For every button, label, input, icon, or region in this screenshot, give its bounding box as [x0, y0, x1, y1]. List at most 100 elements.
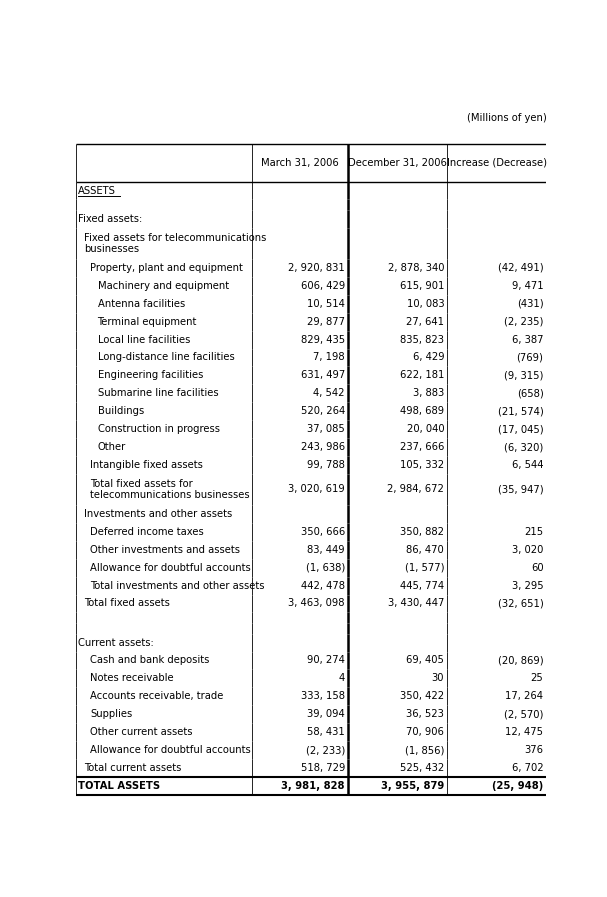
- Text: Terminal equipment: Terminal equipment: [98, 317, 197, 327]
- Text: (1, 577): (1, 577): [405, 562, 444, 572]
- Text: Property, plant and equipment: Property, plant and equipment: [90, 263, 243, 273]
- Text: 615, 901: 615, 901: [400, 281, 444, 291]
- Text: (42, 491): (42, 491): [498, 263, 543, 273]
- Text: 376: 376: [524, 745, 543, 755]
- Text: 442, 478: 442, 478: [301, 580, 345, 590]
- Text: (17, 045): (17, 045): [498, 424, 543, 434]
- Text: Allowance for doubtful accounts: Allowance for doubtful accounts: [90, 745, 251, 755]
- Text: 70, 906: 70, 906: [406, 727, 444, 737]
- Text: (1, 638): (1, 638): [306, 562, 345, 572]
- Text: 237, 666: 237, 666: [400, 442, 444, 452]
- Text: ASSETS: ASSETS: [78, 186, 116, 196]
- Text: (20, 869): (20, 869): [498, 656, 543, 666]
- Text: 333, 158: 333, 158: [301, 692, 345, 701]
- Text: 4: 4: [339, 674, 345, 684]
- Text: 350, 666: 350, 666: [300, 527, 345, 536]
- Text: 3, 020: 3, 020: [512, 544, 543, 554]
- Text: Antenna facilities: Antenna facilities: [98, 299, 185, 309]
- Text: Allowance for doubtful accounts: Allowance for doubtful accounts: [90, 562, 251, 572]
- Text: 215: 215: [524, 527, 543, 536]
- Text: (21, 574): (21, 574): [498, 406, 543, 416]
- Text: Other current assets: Other current assets: [90, 727, 192, 737]
- Text: (658): (658): [517, 388, 543, 398]
- Text: Total fixed assets for: Total fixed assets for: [90, 479, 193, 489]
- Text: (1, 856): (1, 856): [405, 745, 444, 755]
- Text: Fixed assets for telecommunications: Fixed assets for telecommunications: [84, 233, 266, 243]
- Text: 30: 30: [432, 674, 444, 684]
- Text: Buildings: Buildings: [98, 406, 144, 416]
- Text: 350, 882: 350, 882: [400, 527, 444, 536]
- Text: 37, 085: 37, 085: [307, 424, 345, 434]
- Text: 86, 470: 86, 470: [407, 544, 444, 554]
- Text: 36, 523: 36, 523: [406, 710, 444, 719]
- Text: 622, 181: 622, 181: [400, 370, 444, 380]
- Text: Other: Other: [98, 442, 126, 452]
- Text: Engineering facilities: Engineering facilities: [98, 370, 203, 380]
- Text: (769): (769): [517, 353, 543, 362]
- Text: (Millions of yen): (Millions of yen): [467, 113, 546, 123]
- Text: Accounts receivable, trade: Accounts receivable, trade: [90, 692, 223, 701]
- Text: 27, 641: 27, 641: [406, 317, 444, 327]
- Text: 58, 431: 58, 431: [307, 727, 345, 737]
- Text: 6, 387: 6, 387: [512, 335, 543, 344]
- Text: 3, 463, 098: 3, 463, 098: [288, 598, 345, 608]
- Text: 520, 264: 520, 264: [300, 406, 345, 416]
- Text: March 31, 2006: March 31, 2006: [261, 158, 339, 168]
- Text: Total fixed assets: Total fixed assets: [84, 598, 170, 608]
- Text: 6, 544: 6, 544: [512, 460, 543, 470]
- Text: 3, 981, 828: 3, 981, 828: [282, 781, 345, 791]
- Text: Construction in progress: Construction in progress: [98, 424, 220, 434]
- Text: telecommunications businesses: telecommunications businesses: [90, 490, 249, 500]
- Text: 445, 774: 445, 774: [400, 580, 444, 590]
- Text: 39, 094: 39, 094: [307, 710, 345, 719]
- Text: 3, 020, 619: 3, 020, 619: [288, 484, 345, 494]
- Text: (32, 651): (32, 651): [498, 598, 543, 608]
- Text: 3, 430, 447: 3, 430, 447: [388, 598, 444, 608]
- Text: 4, 542: 4, 542: [313, 388, 345, 398]
- Text: (2, 570): (2, 570): [504, 710, 543, 719]
- Text: 90, 274: 90, 274: [307, 656, 345, 666]
- Text: 606, 429: 606, 429: [300, 281, 345, 291]
- Text: Increase (Decrease): Increase (Decrease): [447, 158, 547, 168]
- Text: 20, 040: 20, 040: [407, 424, 444, 434]
- Text: 525, 432: 525, 432: [400, 763, 444, 773]
- Text: (35, 947): (35, 947): [498, 484, 543, 494]
- Text: 6, 429: 6, 429: [413, 353, 444, 362]
- Text: Cash and bank deposits: Cash and bank deposits: [90, 656, 209, 666]
- Text: Fixed assets:: Fixed assets:: [78, 214, 143, 224]
- Text: (2, 233): (2, 233): [306, 745, 345, 755]
- Text: Supplies: Supplies: [90, 710, 132, 719]
- Text: Investments and other assets: Investments and other assets: [84, 509, 232, 518]
- Text: 835, 823: 835, 823: [400, 335, 444, 344]
- Text: 498, 689: 498, 689: [400, 406, 444, 416]
- Text: Submarine line facilities: Submarine line facilities: [98, 388, 218, 398]
- Text: Total investments and other assets: Total investments and other assets: [90, 580, 265, 590]
- Text: 99, 788: 99, 788: [307, 460, 345, 470]
- Text: Notes receivable: Notes receivable: [90, 674, 174, 684]
- Text: (2, 235): (2, 235): [504, 317, 543, 327]
- Text: 2, 984, 672: 2, 984, 672: [387, 484, 444, 494]
- Text: 2, 878, 340: 2, 878, 340: [388, 263, 444, 273]
- Text: 10, 083: 10, 083: [407, 299, 444, 309]
- Text: 7, 198: 7, 198: [313, 353, 345, 362]
- Text: 105, 332: 105, 332: [400, 460, 444, 470]
- Text: Long-distance line facilities: Long-distance line facilities: [98, 353, 234, 362]
- Text: Current assets:: Current assets:: [78, 638, 154, 648]
- Text: 631, 497: 631, 497: [300, 370, 345, 380]
- Text: Other investments and assets: Other investments and assets: [90, 544, 240, 554]
- Text: 518, 729: 518, 729: [300, 763, 345, 773]
- Text: 69, 405: 69, 405: [406, 656, 444, 666]
- Text: 3, 295: 3, 295: [512, 580, 543, 590]
- Text: TOTAL ASSETS: TOTAL ASSETS: [78, 781, 160, 791]
- Text: Total current assets: Total current assets: [84, 763, 181, 773]
- Text: Deferred income taxes: Deferred income taxes: [90, 527, 204, 536]
- Text: 29, 877: 29, 877: [307, 317, 345, 327]
- Text: 243, 986: 243, 986: [301, 442, 345, 452]
- Text: 9, 471: 9, 471: [512, 281, 543, 291]
- Text: businesses: businesses: [84, 244, 140, 254]
- Text: 60: 60: [531, 562, 543, 572]
- Text: (9, 315): (9, 315): [504, 370, 543, 380]
- Text: 829, 435: 829, 435: [301, 335, 345, 344]
- Text: 3, 883: 3, 883: [413, 388, 444, 398]
- Text: 6, 702: 6, 702: [512, 763, 543, 773]
